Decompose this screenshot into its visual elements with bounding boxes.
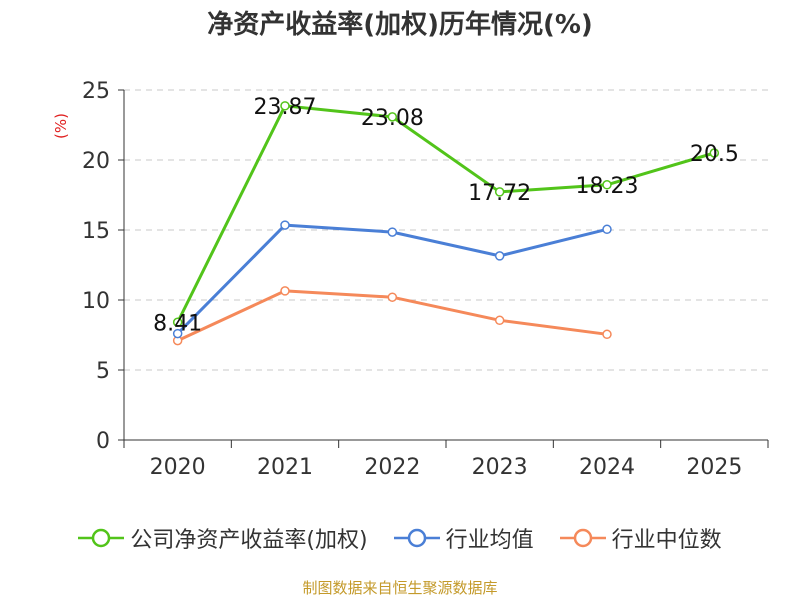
data-point (602, 329, 612, 340)
y-axis-label: (%) (52, 113, 70, 139)
x-tick-label: 2021 (257, 455, 313, 480)
y-tick-label: 20 (82, 149, 110, 174)
legend-label: 公司净资产收益率(加权) (130, 528, 368, 553)
data-point (172, 317, 183, 328)
y-tick-label: 5 (96, 359, 110, 384)
data-point (602, 180, 612, 190)
x-tick-label: 2025 (686, 455, 742, 480)
chart-title: 净资产收益率(加权)历年情况(%) (207, 10, 593, 40)
x-tick-label: 2023 (472, 455, 528, 480)
data-point (494, 251, 505, 261)
legend-circle (407, 528, 426, 548)
grid (124, 89, 768, 371)
x-tick-label: 2024 (579, 455, 635, 480)
source-note: 制图数据来自恒生聚源数据库 (302, 579, 498, 597)
legend-item[interactable]: 行业中位数 (559, 522, 722, 554)
series-line (176, 223, 608, 335)
data-label: 23.87 (254, 95, 317, 120)
data-label: 18.23 (576, 174, 639, 199)
legend-circle (573, 528, 592, 548)
data-point (709, 148, 720, 158)
data-point (387, 227, 398, 237)
series-line (176, 104, 715, 323)
data-labels: 8.41 23.87 23.08 17.72 18.23 20.5 (153, 95, 739, 336)
data-point (280, 220, 290, 230)
legend-label: 行业中位数 (611, 528, 722, 553)
legend-label: 行业均值 (445, 528, 534, 553)
x-tick-label: 2020 (150, 455, 206, 480)
data-point (494, 315, 505, 326)
data-label: 8.41 (153, 311, 202, 336)
legend-item[interactable]: 公司净资产收益率(加权) (78, 522, 368, 554)
legend-marker-icon (393, 528, 440, 548)
data-point (387, 112, 398, 122)
data-point (602, 224, 612, 235)
legend-marker-icon (559, 528, 606, 548)
y-tick-label: 15 (82, 219, 110, 244)
legend-circle (92, 528, 111, 548)
legend: 公司净资产收益率(加权) 行业均值 行业中位数 (0, 518, 800, 558)
data-point (280, 101, 290, 111)
legend-item[interactable]: 行业均值 (393, 522, 534, 554)
data-point (280, 286, 290, 296)
data-point (172, 328, 183, 339)
y-tick-label: 25 (82, 79, 110, 104)
data-point (387, 292, 398, 302)
data-label: 23.08 (361, 106, 424, 131)
data-label: 17.72 (468, 181, 531, 206)
series-layer (172, 101, 720, 346)
data-point (494, 187, 505, 197)
legend-marker-icon (78, 528, 125, 548)
y-tick-label: 0 (96, 429, 110, 454)
x-tick-label: 2022 (364, 455, 420, 480)
data-label: 20.5 (690, 142, 739, 167)
y-tick-label: 10 (82, 289, 110, 314)
